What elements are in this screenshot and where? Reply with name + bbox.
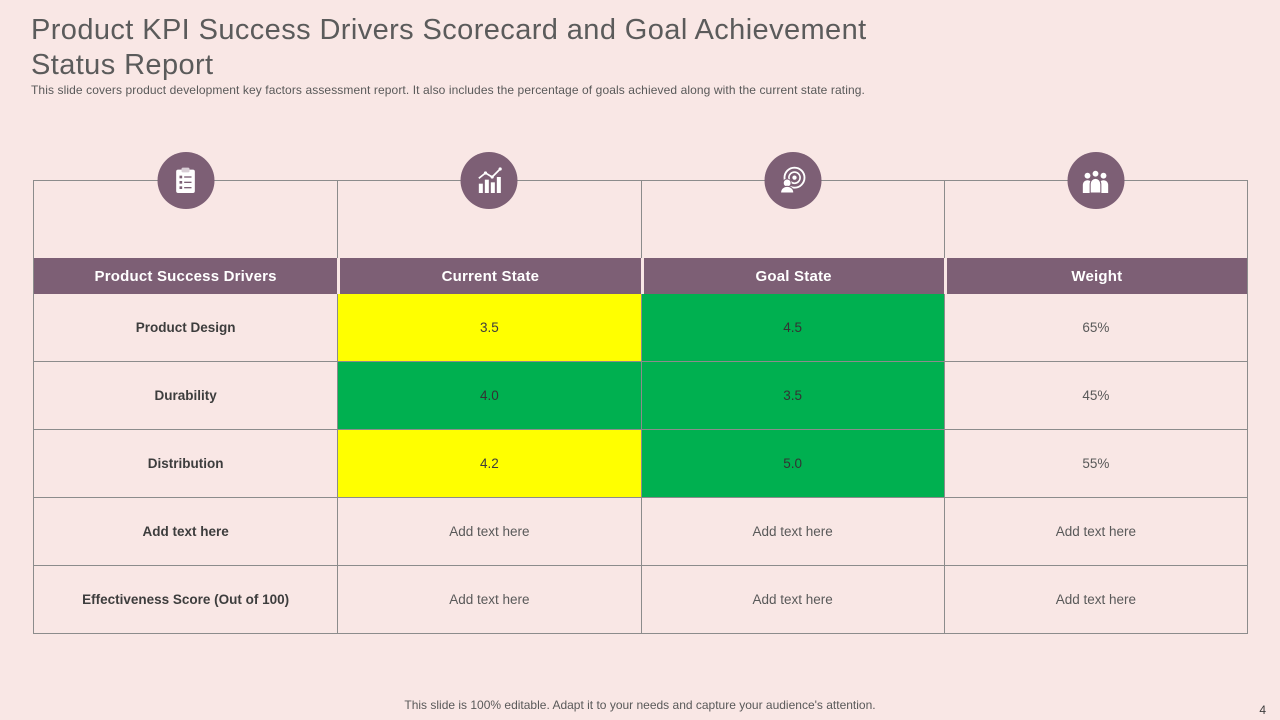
- table-row: Effectiveness Score (Out of 100) Add tex…: [33, 566, 1248, 634]
- weight-cell: 55%: [943, 430, 1247, 497]
- growth-chart-icon: [460, 152, 518, 209]
- current-state-cell: Add text here: [337, 498, 640, 565]
- table-row: Distribution 4.2 5.0 55%: [33, 430, 1248, 498]
- goal-state-cell: Add text here: [640, 498, 944, 565]
- icon-cell-drivers: [34, 152, 337, 258]
- row-label: Durability: [154, 388, 217, 403]
- goal-state-cell: Add text here: [640, 566, 944, 633]
- icon-cell-goal-state: [640, 152, 944, 258]
- page-number: 4: [1259, 703, 1266, 717]
- current-state-cell: 3.5: [337, 294, 641, 361]
- header-weight: Weight: [943, 258, 1247, 294]
- row-label: Product Design: [135, 320, 236, 335]
- header-current-state: Current State: [337, 258, 641, 294]
- icon-cell-current-state: [337, 152, 640, 258]
- table-header-row: Product Success Drivers Current State Go…: [33, 258, 1248, 294]
- team-icon: [1067, 152, 1125, 209]
- weight-cell: Add text here: [943, 498, 1247, 565]
- row-label: Effectiveness Score (Out of 100): [82, 592, 290, 607]
- table-row: Durability 4.0 3.5 45%: [33, 362, 1248, 430]
- weight-cell: 45%: [943, 362, 1247, 429]
- row-label: Distribution: [147, 456, 224, 471]
- weight-cell: Add text here: [943, 566, 1247, 633]
- table-body: Product Design 3.5 4.5 65% Durability 4.…: [33, 294, 1248, 634]
- target-audience-icon: [764, 152, 822, 209]
- current-state-cell: 4.2: [337, 430, 641, 497]
- page-subtitle: This slide covers product development ke…: [31, 83, 865, 97]
- page-title: Product KPI Success Drivers Scorecard an…: [31, 14, 867, 81]
- slide-footer-note: This slide is 100% editable. Adapt it to…: [404, 698, 876, 712]
- current-state-cell: Add text here: [337, 566, 640, 633]
- icon-row: [33, 152, 1248, 258]
- current-state-cell: 4.0: [337, 362, 641, 429]
- weight-cell: 65%: [943, 294, 1247, 361]
- goal-state-cell: 3.5: [640, 362, 944, 429]
- row-label: Add text here: [142, 524, 229, 539]
- table-row: Add text here Add text here Add text her…: [33, 498, 1248, 566]
- header-product-success-drivers: Product Success Drivers: [34, 258, 338, 294]
- checklist-icon: [157, 152, 215, 209]
- table-row: Product Design 3.5 4.5 65%: [33, 294, 1248, 362]
- icon-cell-weight: [943, 152, 1247, 258]
- scorecard-table: Product Success Drivers Current State Go…: [33, 152, 1248, 634]
- goal-state-cell: 5.0: [640, 430, 944, 497]
- goal-state-cell: 4.5: [640, 294, 944, 361]
- header-goal-state: Goal State: [640, 258, 944, 294]
